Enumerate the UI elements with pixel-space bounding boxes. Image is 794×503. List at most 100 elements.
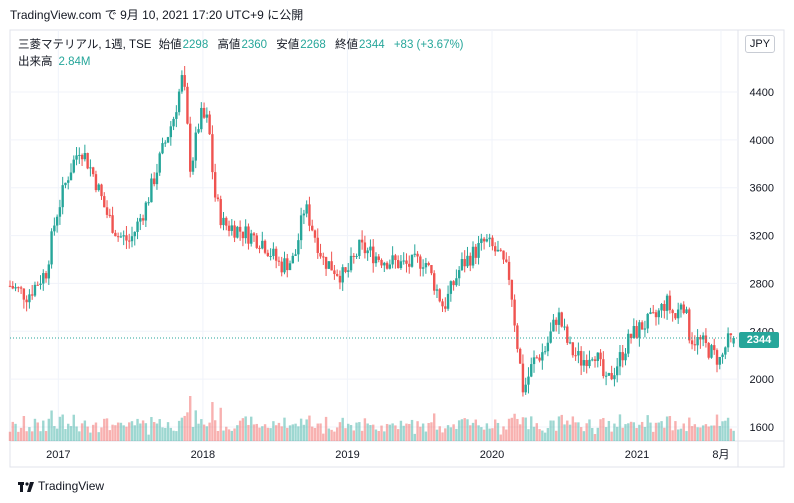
currency-button[interactable]: JPY <box>745 35 775 53</box>
candle-body <box>421 267 425 269</box>
candle-body <box>452 281 455 286</box>
volume-bar <box>530 416 533 441</box>
candle-body <box>258 247 261 249</box>
volume-bar <box>668 416 672 441</box>
candle-body <box>676 309 680 319</box>
candle-body <box>263 240 267 253</box>
candle-body <box>349 255 353 271</box>
candle-body <box>25 299 28 303</box>
volume-bar <box>485 423 489 441</box>
volume-bar <box>211 402 214 441</box>
volume-bar <box>233 428 236 441</box>
volume-bar <box>130 421 134 441</box>
volume-bar <box>72 414 75 441</box>
candle-body <box>693 344 697 346</box>
candle-body <box>491 237 494 247</box>
volume-bar <box>574 422 577 441</box>
volume-bar <box>554 430 558 441</box>
volume-bar <box>383 431 386 441</box>
volume-bar <box>308 415 311 441</box>
volume-bar <box>344 428 347 441</box>
volume-bar <box>158 419 161 441</box>
volume-bar <box>352 430 355 441</box>
volume-bar <box>272 421 275 441</box>
x-tick-label: 2017 <box>46 449 70 461</box>
candle-body <box>383 262 386 266</box>
volume-bar <box>471 422 475 441</box>
volume-bar <box>47 418 51 441</box>
volume-bar <box>413 433 416 441</box>
volume-bar <box>105 418 109 441</box>
candle-body <box>549 331 552 343</box>
volume-bar <box>676 429 680 441</box>
candle-body <box>47 264 51 279</box>
candle-body <box>405 260 408 264</box>
candle-body <box>158 153 161 173</box>
volume-bar <box>100 427 103 441</box>
volume-bar <box>69 426 73 441</box>
volume-bar <box>699 427 702 441</box>
volume-bar <box>349 424 353 441</box>
candle-body <box>272 248 275 257</box>
candle-body <box>50 231 53 265</box>
candle-body <box>510 279 514 300</box>
volume-bar <box>22 416 26 441</box>
candle-body <box>604 375 608 377</box>
volume-bar <box>690 426 694 441</box>
volume-bar <box>119 422 123 441</box>
candle-body <box>222 217 225 226</box>
candle-body <box>535 357 538 359</box>
volume-bar <box>710 425 713 441</box>
candle-body <box>194 132 197 161</box>
volume-bar <box>424 431 428 441</box>
candle-body <box>524 384 527 393</box>
volume-bar <box>305 419 308 441</box>
candle-body <box>161 143 164 154</box>
volume-bar <box>552 420 555 441</box>
candle-body <box>274 248 278 261</box>
candle-body <box>507 261 511 280</box>
volume-bar <box>513 413 516 441</box>
candle-body <box>635 326 638 338</box>
volume-bar <box>538 429 541 441</box>
volume-bar <box>150 417 153 441</box>
candle-body <box>305 204 308 214</box>
volume-bar <box>230 430 234 441</box>
candle-body <box>424 263 428 268</box>
candle-body <box>618 352 622 367</box>
volume-bar <box>665 416 669 441</box>
candle-body <box>599 352 602 360</box>
candle-body <box>341 267 344 283</box>
volume-bar <box>219 407 222 441</box>
volume-bar <box>452 424 455 441</box>
volume-bar <box>25 431 28 441</box>
volume-bar <box>405 423 408 441</box>
volume-bar <box>172 430 175 441</box>
symbol-title[interactable]: 三菱マテリアル, 1週, TSE <box>18 39 152 51</box>
source-link[interactable]: TradingView.com <box>10 8 102 22</box>
candle-body <box>236 226 239 238</box>
volume-bar <box>341 417 344 441</box>
volume-bar <box>649 422 652 441</box>
volume-bar <box>86 426 89 441</box>
volume-bar <box>222 430 225 441</box>
candle-body <box>518 348 522 364</box>
candle-body <box>474 246 477 258</box>
volume-bar <box>139 423 142 441</box>
candle-body <box>571 342 575 356</box>
volume-bar <box>283 417 286 441</box>
volume-bar <box>671 430 674 441</box>
candle-body <box>485 239 489 242</box>
volume-bar <box>726 417 730 441</box>
chart-frame <box>9 29 785 468</box>
volume-bar <box>394 425 397 441</box>
volume-bar <box>488 428 491 441</box>
volume-bar <box>491 428 494 441</box>
high-label: 高値 <box>217 39 241 51</box>
volume-bar <box>269 428 272 441</box>
candle-body <box>360 239 364 243</box>
candle-body <box>410 254 414 267</box>
candle-body <box>244 226 247 239</box>
footer-brand-text: TradingView <box>38 479 105 493</box>
